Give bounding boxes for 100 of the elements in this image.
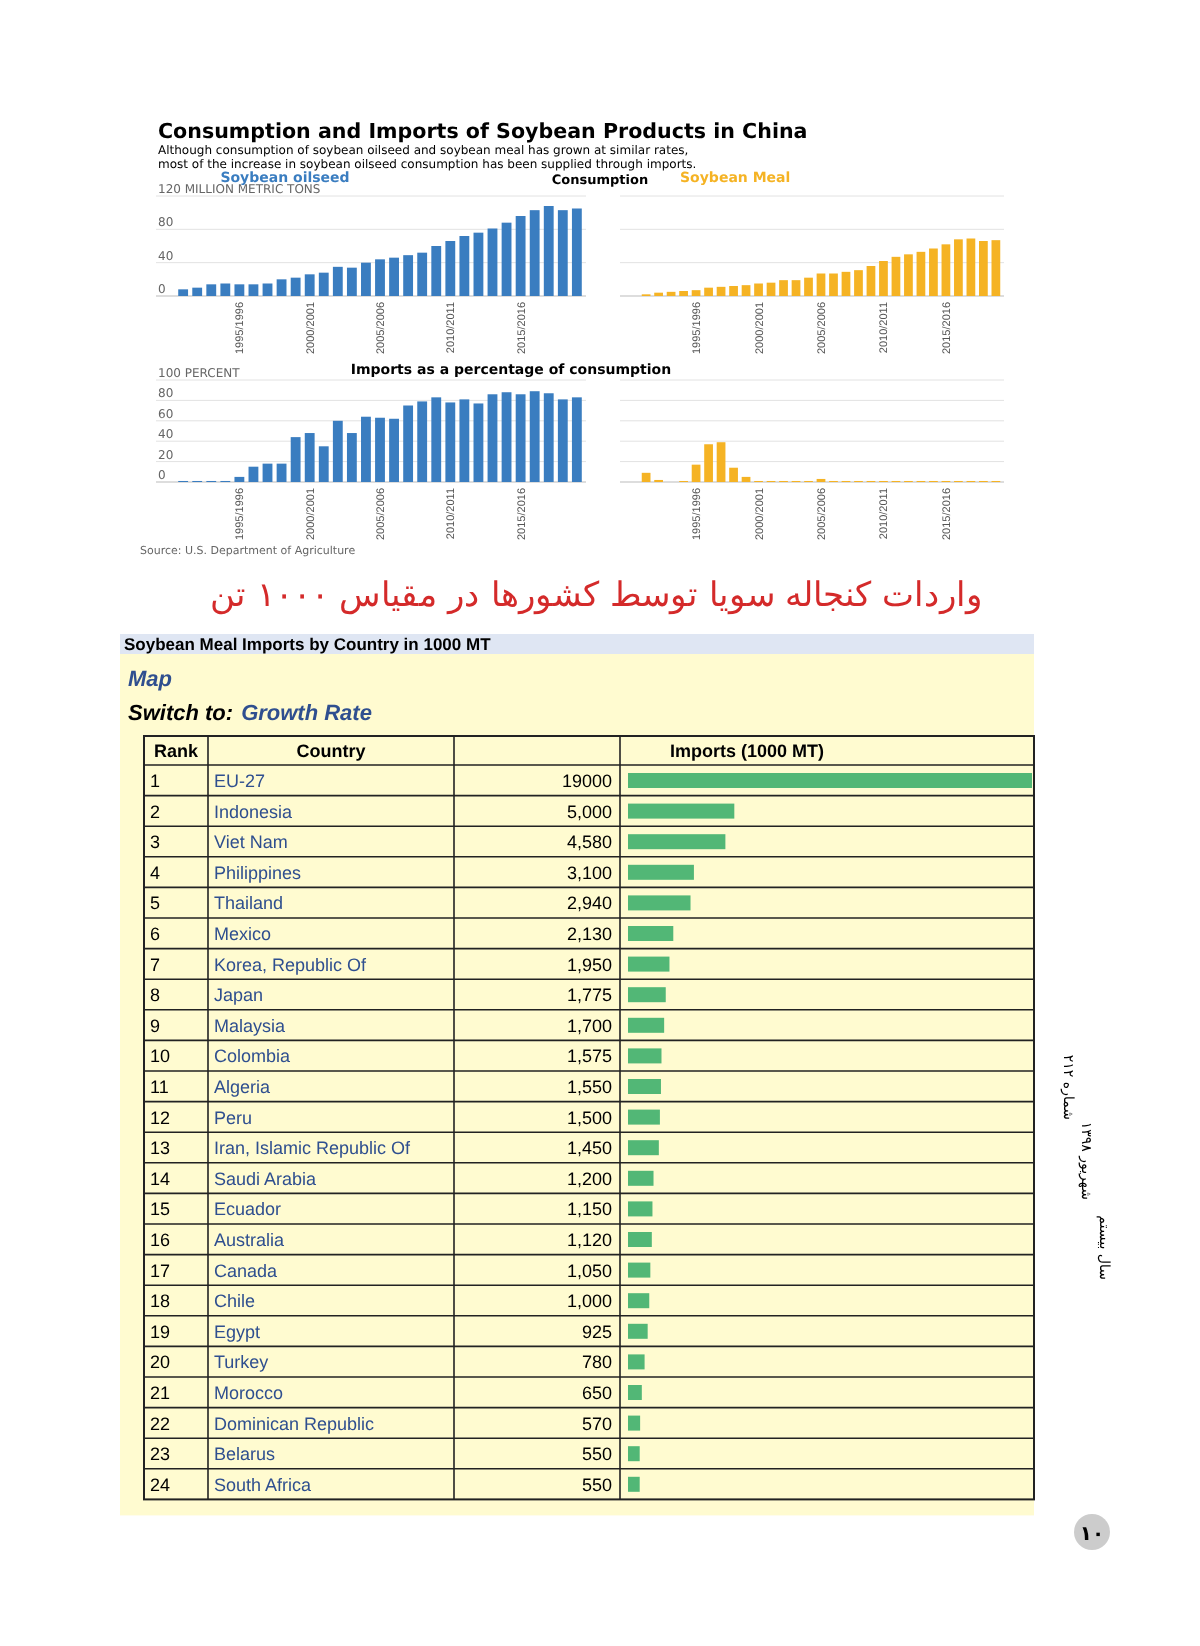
y-tick-label: Mexico (214, 924, 272, 944)
y-tick-label: Viet Nam (214, 832, 288, 853)
y-tick-label: Chile (214, 1291, 256, 1312)
bar (628, 1446, 640, 1462)
bar (628, 1293, 650, 1309)
bar (628, 1232, 652, 1247)
bar (628, 1048, 662, 1064)
bar (304, 433, 315, 482)
data-label: 5,000 (566, 801, 612, 822)
bar (501, 392, 512, 482)
bar (529, 210, 540, 296)
data-label: 650 (581, 1383, 612, 1403)
bar (729, 286, 738, 296)
text: 19 (150, 1321, 171, 1342)
bar (290, 437, 301, 482)
bar (628, 1079, 661, 1094)
text: ۱۰ (1079, 1524, 1105, 1546)
text: Switch to: (128, 702, 234, 726)
bar (879, 261, 888, 296)
y-tick-label: Australia (214, 1230, 285, 1250)
text: 15 (150, 1199, 171, 1220)
y-tick-label: Canada (214, 1260, 278, 1281)
data-label: 1,700 (566, 1015, 612, 1036)
chart-title: واردات کنجاله سویا توسط کشورها در مقیاس ۱۰۰۰ تن (209, 576, 983, 616)
bar (741, 285, 751, 296)
bar (628, 1170, 654, 1186)
bar (487, 228, 498, 296)
bar (891, 256, 901, 296)
bar (431, 246, 442, 296)
bar (178, 289, 189, 296)
y-tick-label: Ecuador (214, 1199, 282, 1220)
bar (473, 403, 484, 482)
bar (515, 216, 526, 296)
y-tick-label: Belarus (214, 1444, 277, 1465)
data-label: 1,150 (566, 1199, 612, 1220)
text: 24 (150, 1474, 171, 1495)
bar (445, 241, 456, 296)
bar (332, 420, 343, 482)
y-axis-title: Country (296, 741, 366, 761)
bar (628, 834, 726, 850)
bar (290, 277, 301, 296)
y-tick-label: EU-27 (214, 771, 266, 791)
bar (628, 987, 666, 1003)
data-label: 1,950 (566, 954, 612, 975)
bar (501, 222, 512, 296)
bar (431, 397, 442, 482)
bar (487, 394, 498, 482)
chart-title: Consumption and Imports of Soybean Products in China (158, 120, 808, 144)
bar (628, 1476, 640, 1492)
bar (754, 283, 763, 296)
bar (628, 1415, 641, 1431)
bar (459, 399, 470, 482)
bar (854, 270, 863, 296)
y-tick-label: Turkey (214, 1352, 270, 1373)
bar (529, 391, 540, 482)
text: Soybean Meal Imports by Country in 1000 MT (124, 634, 493, 654)
bar (804, 277, 813, 296)
data-label: 925 (581, 1321, 612, 1342)
bar (192, 287, 203, 296)
bar (954, 239, 963, 296)
data-label: 1,575 (566, 1046, 612, 1067)
data-label: 550 (581, 1474, 612, 1495)
bar (346, 433, 357, 482)
data-label: 2,130 (566, 924, 612, 944)
y-tick-label: Malaysia (214, 1015, 286, 1036)
bar (543, 206, 554, 296)
bar (628, 1385, 642, 1400)
bar (206, 284, 217, 296)
bar (628, 1201, 653, 1217)
bar (403, 255, 414, 296)
data-label: 4,580 (566, 832, 612, 853)
bar (866, 266, 876, 296)
text: 18 (150, 1291, 171, 1312)
y-tick-label: Morocco (214, 1383, 284, 1403)
bar (332, 266, 343, 296)
bar (716, 442, 726, 482)
bar (791, 280, 801, 296)
bar (829, 273, 838, 296)
text: 22 (150, 1413, 171, 1434)
bar (571, 208, 582, 296)
bar (318, 272, 329, 296)
data-label: 3,100 (566, 862, 612, 883)
bar (557, 399, 568, 482)
text: 2 (150, 801, 161, 822)
bar (389, 257, 399, 296)
y-tick-label: Saudi Arabia (214, 1168, 317, 1189)
data-label: 1,120 (566, 1230, 612, 1250)
bar (704, 444, 713, 482)
data-label: 570 (581, 1413, 612, 1434)
y-tick-label: Algeria (214, 1077, 271, 1097)
y-tick-label: Indonesia (214, 801, 293, 822)
bar (941, 244, 951, 296)
text: 4 (150, 862, 161, 883)
y-tick-label: Egypt (214, 1321, 262, 1342)
bar (979, 241, 988, 296)
x-axis-title: Imports (1000 MT) (669, 741, 825, 761)
text: 21 (150, 1383, 171, 1403)
text: 7 (150, 954, 161, 975)
bar (966, 238, 976, 296)
bar (515, 394, 526, 482)
